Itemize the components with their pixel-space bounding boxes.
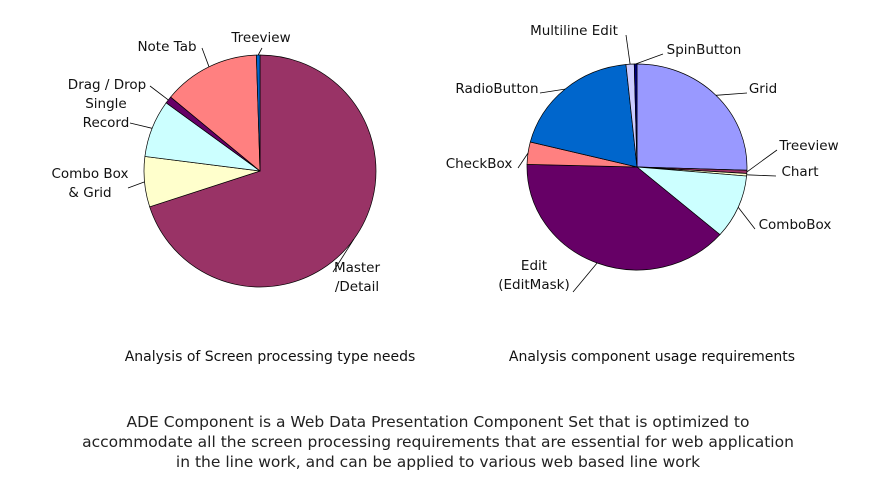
leader-line-treeview: [746, 149, 778, 173]
pie-slice-master-detail: [149, 54, 377, 288]
leader-line-spinbutton: [635, 53, 664, 65]
leader-line-drag-drop: [149, 85, 169, 101]
slice-label-multiline-edit: Multiline Edit: [530, 23, 618, 39]
slice-label-grid: Grid: [749, 81, 777, 97]
leader-line-radiobutton: [539, 88, 566, 94]
pie-slice-radiobutton: [529, 64, 638, 168]
slice-label-edit-editmask: Edit (EditMask): [498, 258, 569, 293]
leader-line-treeview: [257, 47, 263, 56]
slice-label-combo-box-grid: Combo Box & Grid: [51, 166, 128, 201]
leader-line-multiline-edit: [625, 34, 631, 65]
leader-line-combobox: [737, 207, 756, 230]
slice-label-treeview: Treeview: [230, 30, 290, 46]
leader-line-combo-box-grid: [127, 181, 145, 189]
pie-slice-grid: [636, 63, 748, 171]
leader-line-edit-editmask: [572, 262, 598, 293]
slice-label-treeview: Treeview: [778, 138, 838, 154]
slice-label-chart: Chart: [781, 164, 818, 180]
pie-slice-treeview: [255, 54, 261, 172]
slice-label-spinbutton: SpinButton: [667, 42, 742, 58]
slice-label-combobox: ComboBox: [759, 217, 832, 233]
footer-line: in the line work, and can be applied to …: [175, 453, 701, 471]
leader-line-chart: [746, 174, 777, 177]
footer-description: ADE Component is a Web Data Presentation…: [20, 412, 856, 472]
leader-line-master-detail: [332, 238, 355, 273]
footer-line: ADE Component is a Web Data Presentation…: [126, 413, 750, 431]
slice-label-note-tab: Note Tab: [137, 39, 196, 55]
pie-slice-edit-editmask: [526, 164, 721, 271]
leader-line-checkbox: [517, 152, 529, 169]
chart-title-component-usage: Analysis component usage requirements: [509, 349, 795, 365]
leader-line-grid: [715, 92, 748, 96]
leader-line-single-record: [129, 122, 153, 129]
slice-label-radiobutton: RadioButton: [455, 81, 538, 97]
component-usage-pie-chart: Grid Treeview Chart ComboBox Edit (EditMask) C…: [446, 23, 839, 293]
slice-label-checkbox: CheckBox: [446, 156, 513, 172]
footer-line: accommodate all the screen processing re…: [82, 433, 794, 451]
slice-label-master-detail: Master/Detail: [334, 260, 381, 295]
leader-line-note-tab: [201, 47, 210, 67]
chart-title-screen-processing: Analysis of Screen processing type needs: [125, 349, 416, 365]
slice-label-single-record: Single Record: [83, 96, 130, 131]
slice-label-drag-drop: Drag / Drop: [68, 77, 146, 93]
screen-processing-pie-chart: Master/Detail Combo Box & Grid Single Record…: [51, 30, 380, 295]
pie-slice-note-tab: [170, 54, 261, 172]
